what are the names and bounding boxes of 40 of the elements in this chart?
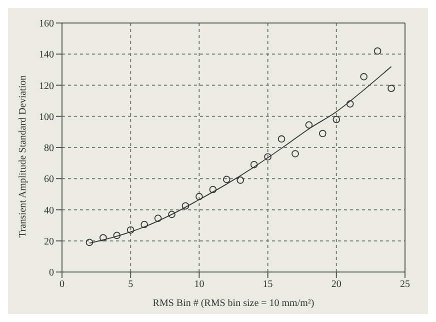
y-tick-label: 120: [39, 80, 54, 92]
point: [86, 238, 94, 246]
y-tick-label: 20: [44, 236, 54, 248]
y-tick-label: 140: [39, 50, 54, 61]
point: [140, 220, 148, 228]
x-tick-label: 20: [331, 279, 342, 290]
point: [319, 130, 326, 138]
point: [113, 232, 121, 240]
point: [250, 160, 258, 168]
point: [182, 202, 190, 210]
point: [236, 176, 244, 184]
point: [168, 210, 176, 218]
point: [126, 226, 134, 234]
x-tick-label: 0: [60, 279, 64, 290]
point: [292, 150, 299, 158]
point: [154, 214, 162, 222]
point: [332, 116, 340, 124]
y-tick-label: 100: [39, 112, 54, 123]
x-tick-label: 10: [194, 279, 204, 290]
point: [196, 192, 203, 200]
point: [388, 84, 395, 92]
x-tick-label: 15: [262, 279, 273, 290]
x-tick-label: 25: [400, 279, 410, 290]
y-tick-label: 60: [44, 174, 54, 186]
point: [278, 135, 286, 143]
x-tick-label: 5: [128, 279, 134, 290]
point: [374, 47, 382, 55]
y-tick-label: 160: [39, 18, 54, 30]
y-tick-label: 40: [44, 205, 54, 216]
point: [305, 121, 313, 129]
x-axis-title: RMS Bin # (RMS bin size = 10 mm/m²): [152, 298, 314, 309]
point: [360, 73, 368, 80]
point: [100, 234, 107, 242]
point: [222, 176, 230, 184]
y-tick-label: 0: [49, 268, 54, 279]
y-tick-label: 80: [44, 143, 54, 154]
point: [209, 186, 217, 194]
point: [346, 100, 354, 108]
point: [264, 153, 272, 160]
y-axis-title: Transient Amplitude Standard Deviation: [18, 75, 29, 238]
